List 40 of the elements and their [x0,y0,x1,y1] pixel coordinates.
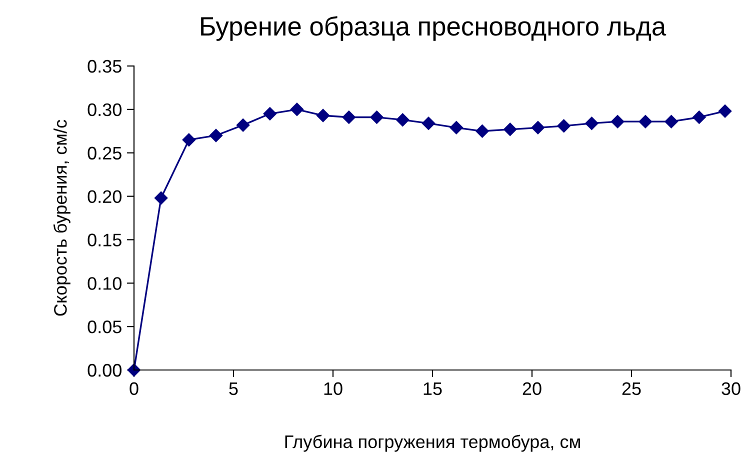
point [396,113,410,126]
point [504,122,517,136]
y-tick-label: 0.15 [88,234,122,246]
y-tick-label: 0.00 [88,364,122,377]
point [476,124,489,138]
y-tick-label: 0.25 [88,146,122,160]
point [154,191,168,205]
point [692,110,706,124]
point [236,118,250,132]
point [585,116,598,130]
point [531,121,545,134]
y-tick-label: 0.05 [88,320,122,334]
point [342,110,356,124]
x-axis-title: Глубина погружения термобура, см [285,434,580,452]
point [182,133,196,146]
x-tick-label: 20 [522,382,542,396]
x-tick-label: 30 [722,382,740,396]
point [638,115,652,128]
point [370,110,384,124]
point [209,128,223,142]
point [263,107,277,120]
point [450,121,463,134]
point [422,116,436,130]
chart-title: Бурение образца пресноводного льда [201,16,666,41]
x-tick-label: 10 [324,382,342,396]
point [557,119,570,133]
y-tick-label: 0.10 [88,277,122,290]
y-tick-label: 0.20 [88,190,122,204]
point [290,102,304,116]
y-tick-label: 0.30 [88,103,122,116]
y-tick-label: 0.35 [88,60,122,73]
x-tick-label: 5 [229,382,238,396]
point [610,115,624,128]
y-axis-title: Скорость бурения, см/с [53,120,70,316]
point [718,104,732,118]
x-tick-label: 0 [130,382,138,396]
x-tick-label: 25 [622,382,641,396]
x-tick-label: 15 [424,382,442,396]
point [664,115,678,128]
point [316,108,330,122]
